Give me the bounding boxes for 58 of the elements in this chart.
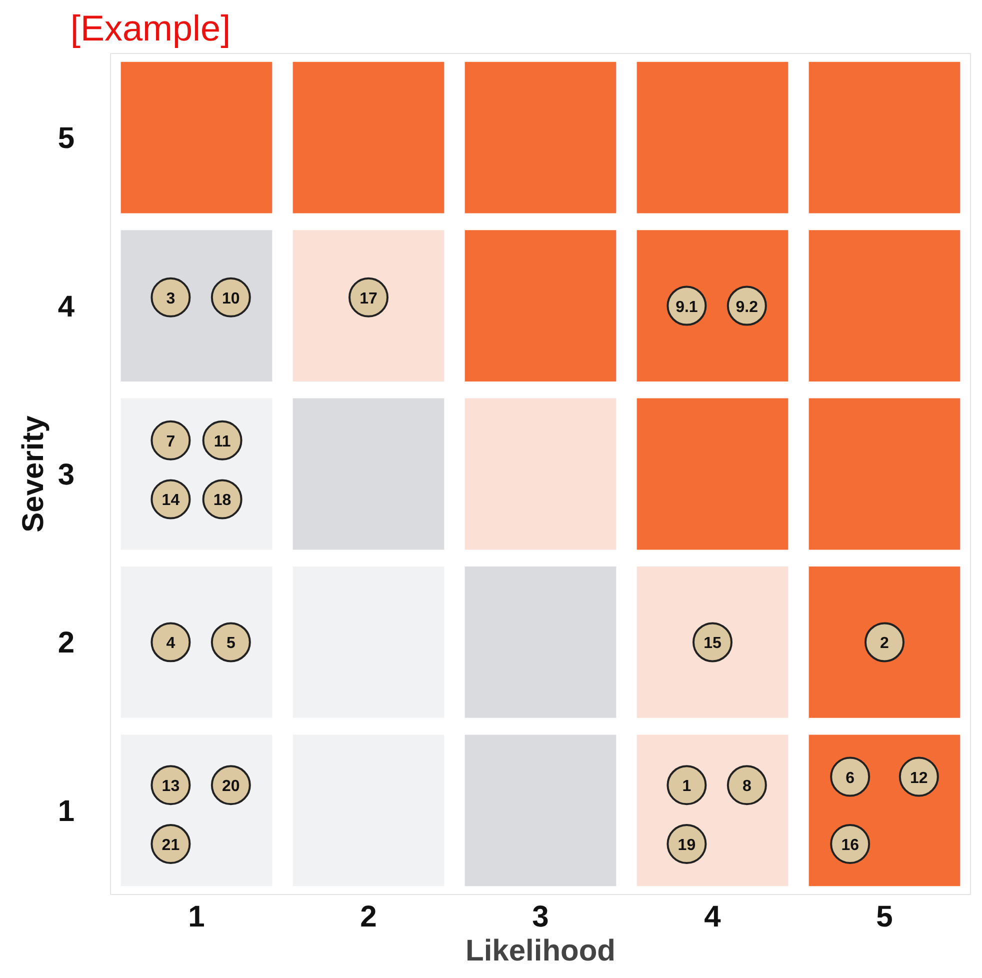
series-label: 19	[678, 837, 696, 854]
series-label: 9.1	[676, 298, 698, 316]
bar	[292, 62, 444, 214]
series-label: 5	[226, 635, 236, 652]
series-label: 18	[213, 492, 232, 510]
bar	[292, 398, 444, 550]
x-tick-label: 4	[704, 900, 722, 934]
y-tick-label: 5	[58, 122, 75, 156]
point	[150, 420, 191, 460]
series-label: 20	[222, 778, 240, 796]
bar	[464, 734, 616, 886]
series-label: 9.2	[736, 298, 758, 316]
series-label: 1	[682, 778, 692, 796]
bar	[808, 62, 960, 214]
point	[150, 277, 191, 318]
bar	[464, 398, 616, 550]
y-tick-label: 2	[58, 626, 75, 660]
series-label: 6	[846, 770, 855, 787]
bar	[464, 230, 616, 382]
series-label: 8	[742, 778, 752, 796]
point	[666, 765, 707, 806]
series-label: 10	[222, 290, 240, 308]
bar	[636, 398, 788, 550]
series-label: 3	[166, 290, 176, 308]
x-axis-title: Likelihood	[466, 934, 616, 968]
series-label: 7	[166, 433, 176, 450]
chart-title: [Example]	[70, 8, 231, 48]
x-tick-label: 1	[188, 900, 205, 934]
bar	[636, 566, 788, 718]
series-label: 4	[166, 635, 176, 652]
y-tick-label: 3	[58, 458, 75, 492]
series-label: 16	[841, 837, 860, 854]
y-tick-label: 4	[58, 290, 75, 324]
y-axis-title: Severity	[16, 415, 50, 532]
series-label: 13	[162, 778, 180, 796]
y-tick-label: 1	[58, 794, 75, 828]
series-label: 11	[214, 433, 231, 450]
bar	[808, 230, 960, 382]
series-label: 15	[704, 635, 722, 652]
series-label: 14	[162, 492, 180, 510]
x-tick-label: 2	[360, 900, 377, 934]
bar	[464, 62, 616, 214]
point	[210, 622, 251, 662]
point	[150, 622, 191, 662]
point	[830, 756, 870, 797]
series-label: 17	[360, 290, 378, 308]
x-tick-label: 3	[532, 900, 549, 934]
bar	[120, 62, 272, 214]
x-tick-label: 5	[876, 900, 893, 934]
series-label: 21	[162, 837, 180, 854]
bar	[808, 398, 960, 550]
bar	[464, 566, 616, 718]
series-label: 12	[910, 770, 928, 787]
series-label: 2	[880, 635, 890, 652]
bar	[636, 230, 788, 382]
bar	[292, 230, 444, 382]
bar	[636, 62, 788, 214]
point	[726, 765, 767, 806]
